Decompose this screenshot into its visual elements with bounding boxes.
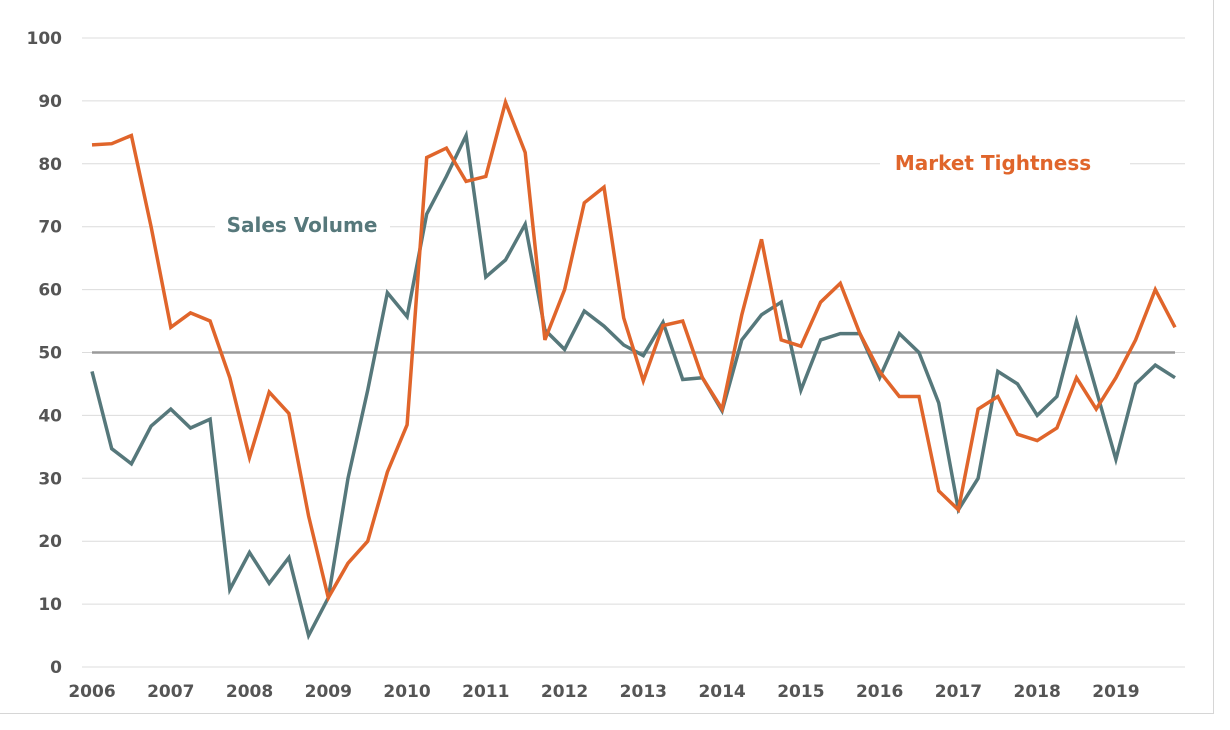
y-tick-label: 40 [38, 406, 62, 426]
market-tightness-label-bg [880, 146, 1130, 178]
gridlines [82, 37, 1185, 668]
sales-volume-label: Sales Volume [227, 213, 378, 237]
y-tick-label: 20 [38, 532, 62, 552]
series-line-market-tightness [91, 96, 1177, 603]
y-tick-label: 80 [38, 155, 62, 175]
y-tick-label: 50 [38, 344, 62, 364]
y-tick-label: 70 [38, 218, 62, 238]
x-tick-label: 2008 [226, 682, 273, 702]
x-tick-label: 2009 [305, 682, 352, 702]
x-tick-label: 2007 [147, 682, 194, 702]
x-tick-label: 2016 [856, 682, 903, 702]
market-tightness-label: Market Tightness [895, 151, 1091, 175]
y-tick-label: 30 [38, 469, 62, 489]
x-tick-label: 2013 [620, 682, 667, 702]
x-tick-label: 2019 [1092, 682, 1139, 702]
x-tick-label: 2018 [1013, 682, 1060, 702]
x-tick-label: 2014 [698, 682, 745, 702]
y-axis-ticks: 0 10 20 30 40 50 60 70 80 90 100 [27, 29, 63, 678]
x-tick-label: 2015 [777, 682, 824, 702]
x-tick-label: 2012 [541, 682, 588, 702]
x-tick-label: 2011 [462, 682, 509, 702]
y-tick-label: 10 [38, 595, 62, 615]
y-tick-label: 90 [38, 92, 62, 112]
x-tick-label: 2017 [935, 682, 982, 702]
y-tick-label: 0 [50, 658, 62, 678]
y-tick-label: 60 [38, 281, 62, 301]
x-tick-label: 2006 [68, 682, 115, 702]
x-tick-label: 2010 [383, 682, 430, 702]
x-axis-ticks: 2006 2007 2008 2009 2010 2011 2012 2013 2014 2015… [68, 682, 1139, 702]
chart-frame [0, 0, 1214, 714]
series-lines [90, 96, 1177, 641]
sales-volume-label-bg [215, 208, 390, 240]
y-tick-label: 100 [27, 29, 63, 49]
